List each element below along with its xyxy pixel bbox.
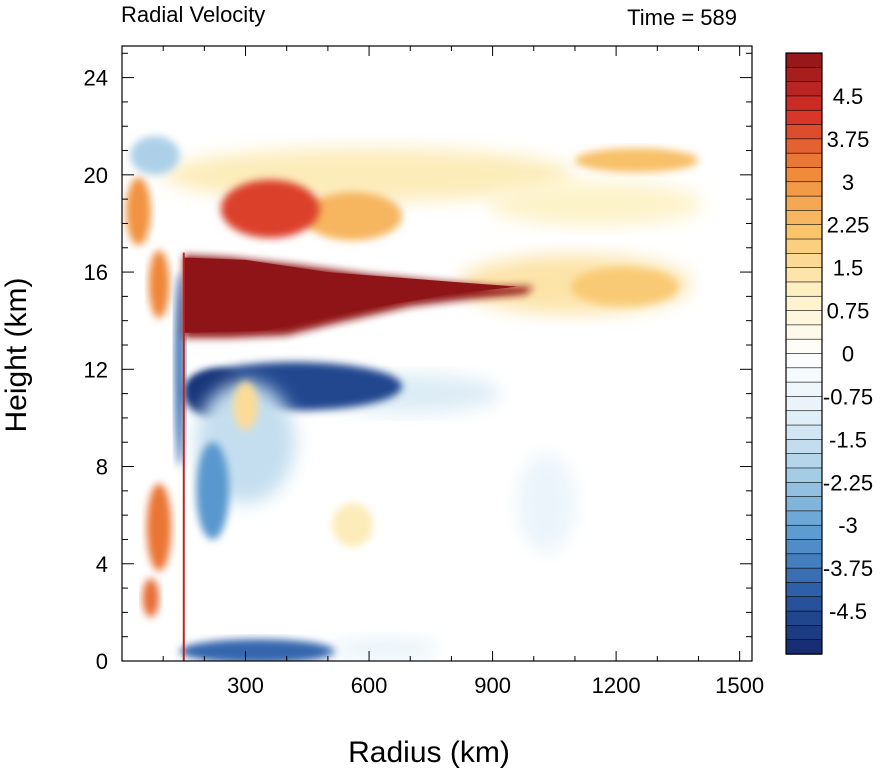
field-blob: [574, 148, 699, 173]
colorbar-swatch: [785, 625, 823, 641]
colorbar-label: 1.5: [833, 256, 864, 281]
colorbar-swatch: [785, 167, 823, 183]
chart-subtitle: Time = 589: [627, 5, 737, 30]
colorbar-swatch: [785, 453, 823, 469]
velocity-field: [126, 135, 703, 661]
field-blob: [488, 182, 703, 226]
y-axis: 0 4 8 12 16 20 24: [84, 52, 752, 674]
x-tick-label: 1500: [715, 673, 764, 698]
colorbar-swatch: [785, 639, 823, 655]
field-blob: [220, 179, 320, 239]
colorbar-frame: [785, 52, 823, 655]
field-blob: [174, 272, 185, 467]
field-blob: [130, 135, 180, 175]
field-blob: [126, 177, 151, 246]
colorbar-swatch: [785, 267, 823, 283]
colorbar: 4.5 3.75 3 2.25 1.5 0.75 0 -0.75 -1.5 -2.25 -3 -3.7…: [785, 52, 873, 655]
x-tick-label: 1200: [592, 673, 641, 698]
colorbar-swatch: [785, 553, 823, 569]
colorbar-label: -0.75: [823, 384, 873, 409]
x-tick-label: 900: [474, 673, 511, 698]
colorbar-label: -1.5: [829, 427, 867, 452]
colorbar-swatch: [785, 381, 823, 398]
colorbar-label: 3: [842, 170, 854, 195]
field-blob: [332, 502, 374, 547]
colorbar-swatch: [785, 396, 823, 412]
colorbar-swatch: [785, 310, 823, 326]
colorbar-swatch: [785, 524, 823, 541]
x-tick-label: 300: [227, 673, 264, 698]
x-tick-label: 600: [351, 673, 388, 698]
y-tick-label: 16: [84, 260, 108, 285]
field-blob: [233, 381, 258, 431]
field-blob: [303, 191, 402, 241]
colorbar-swatch: [785, 195, 823, 212]
field-blob: [148, 250, 170, 319]
x-axis-label: Radius (km): [348, 736, 510, 769]
field-blob: [517, 454, 575, 552]
field-blob: [570, 267, 678, 307]
y-tick-label: 0: [96, 649, 108, 674]
x-axis: 300 600 900 1200 1500: [162, 46, 764, 698]
chart-title: Radial Velocity: [121, 2, 265, 27]
colorbar-label: 0: [842, 342, 854, 367]
colorbar-swatch: [785, 410, 823, 426]
y-tick-label: 4: [96, 552, 108, 577]
colorbar-swatch: [785, 353, 823, 369]
colorbar-swatch: [785, 152, 823, 169]
field-blob: [332, 636, 440, 661]
colorbar-label: -2.25: [823, 470, 873, 495]
colorbar-swatch: [785, 539, 823, 555]
colorbar-swatch: [785, 67, 823, 83]
plot-frame: [121, 45, 753, 662]
colorbar-swatch: [785, 95, 823, 111]
colorbar-swatch: [785, 467, 823, 483]
colorbar-swatch: [785, 138, 823, 154]
colorbar-swatch: [785, 324, 823, 340]
y-tick-label: 8: [96, 455, 108, 480]
colorbar-swatch: [785, 281, 823, 297]
y-tick-label: 24: [84, 66, 108, 91]
field-blob: [146, 483, 172, 572]
outflow-jet-core: [183, 257, 518, 333]
colorbar-label: 0.75: [827, 299, 870, 324]
colorbar-swatch: [785, 481, 823, 498]
colorbar-label: 3.75: [827, 127, 870, 152]
colorbar-swatch: [785, 610, 823, 627]
colorbar-swatch: [785, 496, 823, 512]
colorbar-swatch: [785, 338, 823, 355]
colorbar-swatch: [785, 596, 823, 612]
colorbar-swatch: [785, 210, 823, 226]
colorbar-swatch: [785, 367, 823, 383]
colorbar-swatch: [785, 253, 823, 269]
colorbar-swatch: [785, 567, 823, 584]
colorbar-swatch: [785, 295, 823, 312]
colorbar-swatch: [785, 109, 823, 126]
field-blob: [196, 442, 230, 540]
colorbar-label: 4.5: [833, 84, 864, 109]
colorbar-label: -4.5: [829, 599, 867, 624]
colorbar-swatch: [785, 181, 823, 197]
colorbar-swatch: [785, 81, 823, 97]
colorbar-swatch: [785, 439, 823, 455]
colorbar-swatch: [785, 238, 823, 255]
field-blob: [179, 639, 337, 661]
y-axis-label: Height (km): [0, 277, 33, 432]
colorbar-swatch: [785, 582, 823, 598]
field-blob: [142, 578, 160, 618]
y-tick-label: 20: [84, 163, 108, 188]
colorbar-swatch: [785, 224, 823, 240]
colorbar-label: -3.75: [823, 556, 873, 581]
plot-background: [122, 46, 752, 661]
colorbar-swatch: [785, 424, 823, 441]
colorbar-swatch: [785, 510, 823, 526]
colorbar-label: 2.25: [827, 213, 870, 238]
colorbar-swatch: [785, 124, 823, 140]
y-tick-label: 12: [84, 357, 108, 382]
colorbar-label: -3: [838, 513, 858, 538]
colorbar-swatch: [785, 52, 823, 69]
